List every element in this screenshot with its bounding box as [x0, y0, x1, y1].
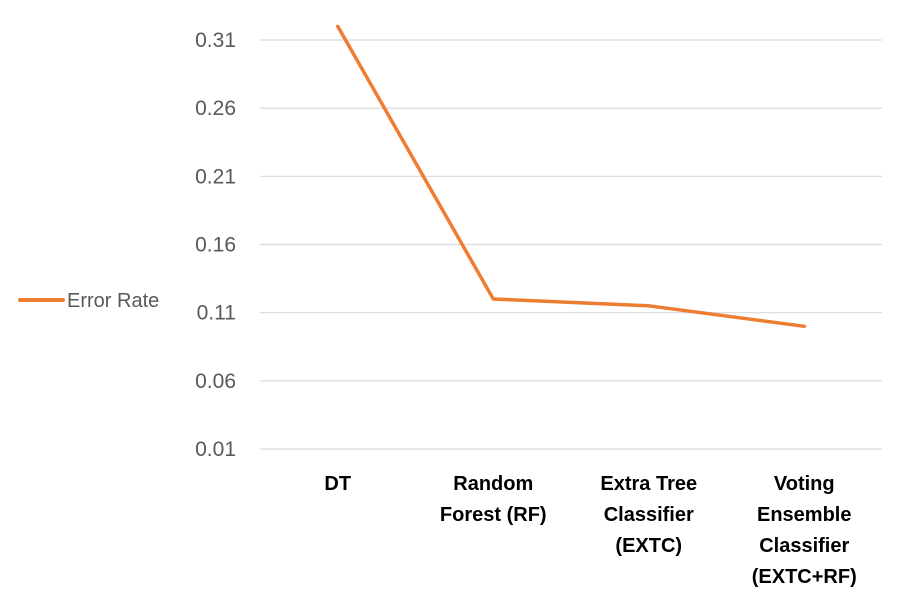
x-category-label: Random Forest (RF): [440, 473, 547, 526]
y-tick-label: 0.01: [195, 438, 236, 461]
gridlines: [260, 39, 882, 450]
series-line-error-rate: [336, 24, 807, 329]
y-tick-label: 0.31: [195, 29, 236, 52]
y-tick-label: 0.06: [195, 370, 236, 393]
x-axis-category-labels: DT Random Forest (RF) Extra Tree Classifier(…: [324, 473, 856, 588]
y-tick-label: 0.26: [195, 97, 236, 120]
y-tick-label: 0.11: [197, 302, 236, 325]
y-tick-label: 0.21: [195, 165, 236, 188]
x-category-label: DT: [324, 473, 351, 495]
y-axis-tick-labels: 0.01 0.06 0.11 0.16 0.21 0.26 0.31: [195, 29, 236, 461]
x-category-label: Extra Tree Classifier (EXTC): [600, 473, 697, 557]
x-category-label: Voting Ensemble Classifier (EXTC+RF): [752, 473, 857, 588]
series-error-rate: [336, 24, 807, 329]
legend-label-error-rate: Error Rate: [67, 290, 159, 312]
legend: Error Rate: [18, 290, 159, 312]
y-tick-label: 0.16: [195, 234, 236, 257]
